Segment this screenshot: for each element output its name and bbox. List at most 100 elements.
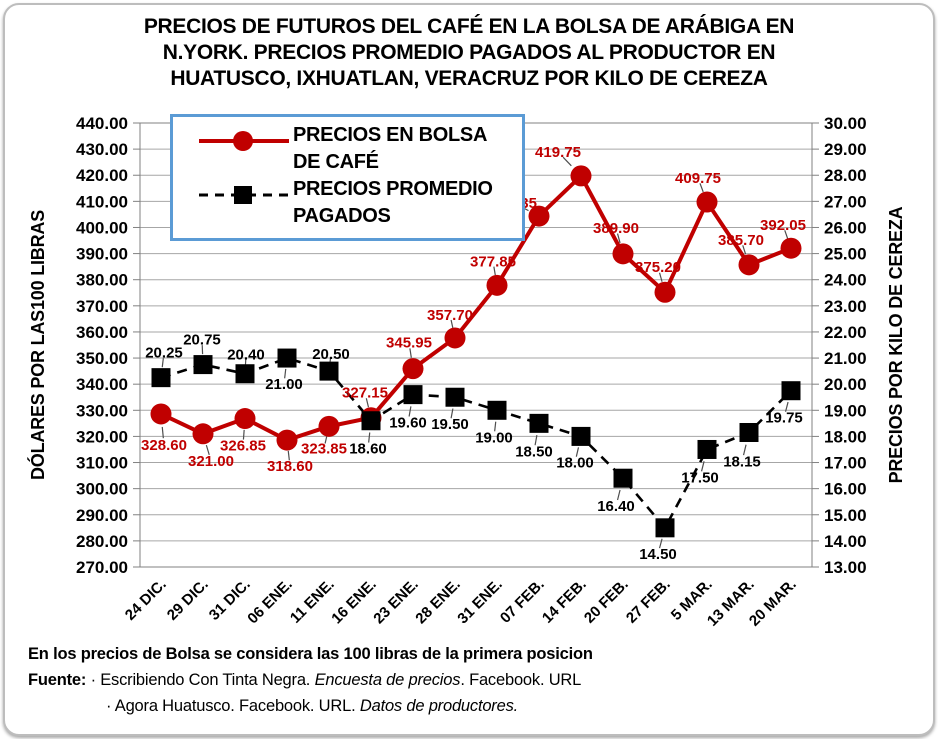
svg-text:22.00: 22.00: [824, 323, 867, 342]
legend-item-promedio: PRECIOS PROMEDIO PAGADOS: [197, 176, 516, 230]
data-point-marker: [151, 368, 171, 388]
svg-text:18.15: 18.15: [723, 453, 761, 470]
svg-text:340.00: 340.00: [76, 375, 128, 394]
svg-text:24.00: 24.00: [824, 271, 867, 290]
svg-text:360.00: 360.00: [76, 323, 128, 342]
svg-text:28 ENE.: 28 ENE.: [412, 576, 464, 628]
svg-text:19.60: 19.60: [389, 415, 427, 432]
svg-text:18.00: 18.00: [556, 454, 594, 471]
svg-text:357.70: 357.70: [427, 307, 473, 324]
svg-text:16 ENE.: 16 ENE.: [328, 576, 380, 628]
svg-text:420.00: 420.00: [76, 166, 128, 185]
footnote-line-3: · Agora Huatusco. Facebook. URL. Datos d…: [28, 693, 593, 719]
footnote-source-1: · Escribiendo Con Tinta Negra.: [90, 671, 311, 689]
svg-text:390.00: 390.00: [76, 245, 128, 264]
legend: PRECIOS EN BOLSA DE CAFÉ PRECIOS PROMEDI…: [170, 114, 525, 241]
svg-text:330.00: 330.00: [76, 401, 128, 420]
data-point-marker: [150, 403, 172, 425]
svg-text:19.00: 19.00: [824, 401, 867, 420]
svg-text:16.00: 16.00: [824, 480, 867, 499]
svg-text:07 FEB.: 07 FEB.: [497, 576, 548, 627]
svg-text:290.00: 290.00: [76, 506, 128, 525]
svg-text:23.00: 23.00: [824, 297, 867, 316]
legend-label-promedio: PRECIOS PROMEDIO PAGADOS: [293, 178, 493, 227]
footnote-line-2: Fuente: · Escribiendo Con Tinta Negra. E…: [28, 667, 593, 693]
svg-text:409.75: 409.75: [675, 170, 721, 187]
data-point-marker: [697, 439, 717, 459]
svg-text:27.00: 27.00: [824, 192, 867, 211]
svg-text:392.05: 392.05: [760, 217, 806, 234]
svg-text:327.15: 327.15: [342, 385, 388, 402]
chart-title-line-1: PRECIOS DE FUTUROS DEL CAFÉ EN LA BOLSA …: [143, 15, 795, 38]
series-line-0: [160, 172, 792, 443]
data-point-marker: [528, 205, 550, 227]
fuente-label: Fuente:: [28, 671, 87, 689]
data-point-marker: [655, 518, 675, 538]
svg-text:18.50: 18.50: [515, 443, 553, 460]
svg-text:270.00: 270.00: [76, 558, 128, 577]
svg-text:385.70: 385.70: [718, 232, 764, 249]
svg-text:14.50: 14.50: [639, 546, 677, 563]
data-point-marker: [276, 429, 298, 451]
data-point-marker: [612, 243, 634, 265]
data-point-marker: [487, 400, 507, 420]
svg-text:25.00: 25.00: [824, 245, 867, 264]
data-point-marker: [486, 274, 508, 296]
footnote-source-1-tail: . Facebook. URL: [460, 671, 582, 689]
svg-text:375.20: 375.20: [635, 259, 681, 276]
svg-text:17.00: 17.00: [824, 454, 867, 473]
data-point-marker: [739, 422, 759, 442]
right-axis-title: PRECIOS POR KILO DE CEREZA: [886, 206, 906, 484]
svg-text:419.75: 419.75: [535, 144, 581, 161]
svg-text:14.00: 14.00: [824, 532, 867, 551]
svg-text:370.00: 370.00: [76, 297, 128, 316]
data-point-marker: [444, 327, 466, 349]
series-markers-1: [151, 348, 801, 538]
right-axis-tick-labels: 13.00 14.00 15.00 16.00 17.00 18.00 19.00 20.00…: [824, 114, 867, 577]
svg-text:323.85: 323.85: [301, 440, 347, 457]
chart-title-line-2: N.YORK. PRECIOS PROMEDIO PAGADOS AL PROD…: [162, 41, 776, 64]
data-point-marker: [445, 387, 465, 407]
svg-text:326.85: 326.85: [220, 438, 266, 455]
svg-text:310.00: 310.00: [76, 454, 128, 473]
svg-text:300.00: 300.00: [76, 480, 128, 499]
data-point-marker: [402, 358, 424, 380]
svg-text:377.85: 377.85: [470, 253, 516, 270]
data-point-marker: [234, 408, 256, 430]
left-axis-tick-labels: 270.00 280.00 290.00 300.00 310.00 320.00 330.…: [76, 114, 128, 577]
data-point-marker: [361, 411, 381, 431]
svg-text:30.00: 30.00: [824, 114, 867, 133]
svg-text:20.75: 20.75: [183, 332, 221, 349]
data-point-marker: [235, 364, 255, 384]
series-line-1: [160, 356, 792, 531]
svg-text:20.25: 20.25: [145, 345, 183, 362]
svg-text:26.00: 26.00: [824, 218, 867, 237]
leader-lines-1: [161, 345, 789, 549]
svg-text:21.00: 21.00: [824, 349, 867, 368]
footnote-source-2-title: Datos de productores.: [359, 697, 519, 715]
chart-title: PRECIOS DE FUTUROS DEL CAFÉ EN LA BOLSA …: [60, 14, 878, 92]
data-point-marker: [738, 254, 760, 276]
svg-text:440.00: 440.00: [76, 114, 128, 133]
svg-text:350.00: 350.00: [76, 349, 128, 368]
svg-text:18.00: 18.00: [824, 427, 867, 446]
svg-text:320.00: 320.00: [76, 427, 128, 446]
svg-text:20.00: 20.00: [824, 375, 867, 394]
svg-text:31 ENE.: 31 ENE.: [454, 576, 506, 628]
x-axis-tick-labels: 24 DIC.29 DIC.31 DIC.06 ENE.11 ENE.16 EN…: [122, 576, 800, 630]
svg-text:06 ENE.: 06 ENE.: [244, 576, 296, 628]
svg-text:280.00: 280.00: [76, 532, 128, 551]
svg-text:380.00: 380.00: [76, 271, 128, 290]
data-point-marker: [318, 415, 340, 437]
svg-text:20 MAR.: 20 MAR.: [746, 576, 800, 630]
chart-title-line-3: HUATUSCO, IXHUATLAN, VERACRUZ POR KILO D…: [170, 67, 768, 90]
data-point-marker: [571, 426, 591, 446]
svg-text:410.00: 410.00: [76, 192, 128, 211]
footnote-source-1-title: Encuesta de precios: [314, 671, 461, 689]
svg-text:20.40: 20.40: [227, 347, 265, 364]
svg-text:15.00: 15.00: [824, 506, 867, 525]
svg-text:321.00: 321.00: [188, 453, 234, 470]
